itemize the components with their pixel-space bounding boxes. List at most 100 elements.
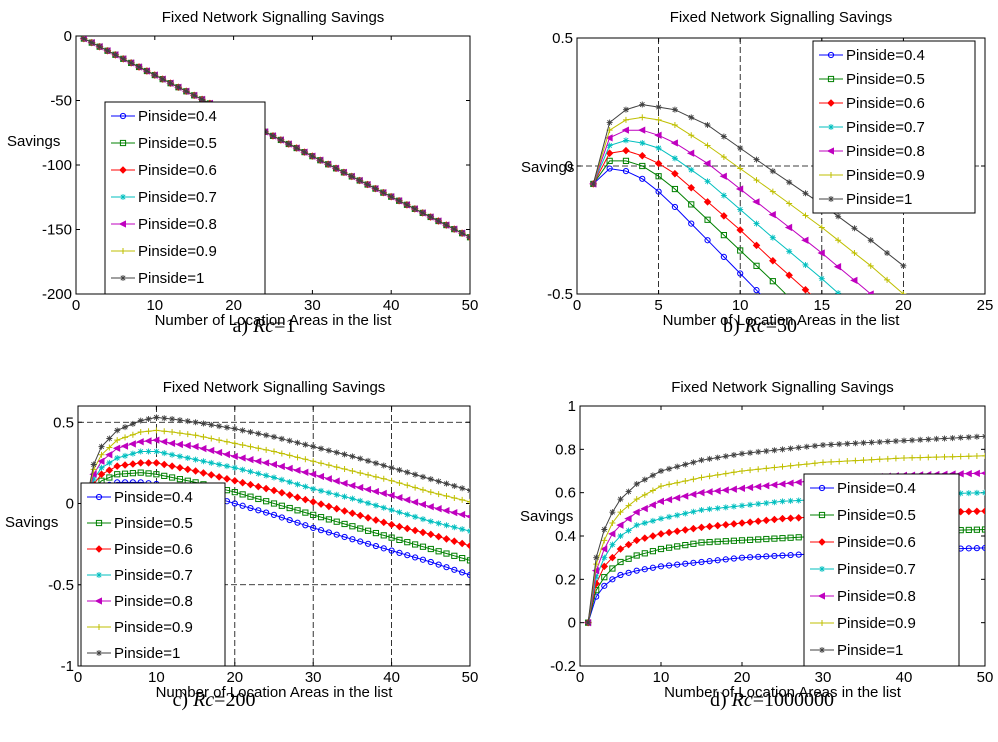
data-point: [682, 477, 689, 484]
legend-entry: Pinside=1: [837, 642, 903, 659]
legend-marker: [828, 196, 834, 202]
x-tick-label: 30: [305, 669, 322, 686]
data-point: [403, 201, 410, 208]
data-point: [828, 458, 835, 465]
data-point: [787, 551, 794, 559]
data-point: [427, 489, 434, 496]
data-point: [730, 520, 738, 528]
data-point: [434, 532, 443, 541]
data-point: [876, 456, 883, 463]
data-point: [151, 72, 158, 79]
data-point: [622, 168, 630, 175]
data-point: [706, 506, 713, 513]
data-point: [762, 482, 770, 490]
data-point: [720, 133, 727, 140]
data-point: [769, 168, 776, 175]
data-point: [714, 471, 721, 478]
data-point: [357, 497, 364, 504]
data-point: [852, 457, 859, 464]
chart-title: Fixed Network Signalling Savings: [670, 9, 893, 26]
data-point: [639, 139, 646, 146]
data-point: [442, 507, 450, 515]
data-point: [427, 213, 434, 220]
panel-3: Fixed Network Signalling Savings 0 10 20 30 4…: [5, 379, 478, 711]
data-point: [795, 444, 802, 451]
data-point: [901, 455, 907, 461]
data-point: [739, 450, 745, 457]
data-point: [324, 475, 332, 483]
data-point: [184, 431, 191, 438]
data-point: [355, 483, 364, 492]
data-point: [622, 106, 629, 113]
data-point: [122, 434, 129, 441]
data-point: [639, 162, 646, 170]
data-point: [851, 225, 858, 232]
data-point: [787, 497, 794, 504]
data-point: [787, 534, 794, 541]
data-point: [435, 548, 442, 555]
data-point: [183, 441, 191, 450]
x-tick-label: 40: [896, 669, 913, 686]
data-point: [113, 462, 121, 470]
data-point: [681, 526, 690, 534]
data-point: [671, 155, 678, 162]
legend-entry: Pinside=1: [114, 645, 180, 662]
data-point: [192, 456, 199, 463]
data-point: [451, 566, 458, 573]
data-point: [779, 552, 786, 559]
data-point: [263, 498, 270, 505]
data-point: [443, 522, 450, 529]
data-point: [965, 507, 973, 516]
data-point: [688, 220, 695, 227]
data-point: [451, 226, 458, 233]
data-point: [106, 459, 113, 466]
legend-marker: [827, 75, 835, 83]
data-point: [388, 534, 395, 541]
data-point: [325, 529, 332, 536]
series-line: [592, 104, 904, 267]
data-point: [722, 470, 729, 477]
data-point: [671, 169, 679, 178]
data-point: [270, 500, 278, 507]
data-point: [771, 499, 778, 506]
data-point: [293, 493, 302, 502]
data-point: [426, 503, 434, 511]
data-point: [231, 425, 238, 432]
data-point: [981, 526, 985, 533]
data-point: [451, 494, 458, 501]
data-point: [363, 485, 372, 494]
data-point: [231, 489, 238, 496]
data-point: [238, 454, 246, 462]
data-point: [380, 189, 387, 196]
data-point: [412, 554, 419, 561]
data-point: [214, 448, 223, 457]
data-point: [396, 549, 403, 557]
data-point: [900, 262, 907, 269]
data-point: [372, 460, 379, 467]
data-point: [443, 550, 450, 557]
data-point: [729, 485, 737, 493]
panel-2: Fixed Network Signalling Savings 0 5 10 15 20…: [521, 9, 993, 337]
legend-marker: [118, 220, 126, 228]
data-point: [356, 177, 363, 184]
data-point: [278, 450, 285, 457]
data-point: [443, 480, 450, 487]
data-point: [705, 522, 714, 531]
data-point: [309, 498, 317, 506]
data-point: [302, 509, 309, 516]
data-point: [747, 467, 754, 474]
data-point: [600, 545, 608, 553]
data-point: [720, 232, 727, 239]
data-point: [624, 540, 633, 549]
data-point: [129, 470, 136, 477]
data-point: [200, 420, 207, 427]
data-point: [106, 435, 113, 442]
data-point: [690, 559, 697, 566]
data-point: [270, 486, 278, 495]
data-point: [435, 218, 442, 225]
data-point: [332, 504, 341, 513]
y-tick-label: 0: [66, 496, 74, 513]
data-point: [216, 461, 223, 468]
legend-entry: Pinside=0.4: [846, 47, 925, 64]
